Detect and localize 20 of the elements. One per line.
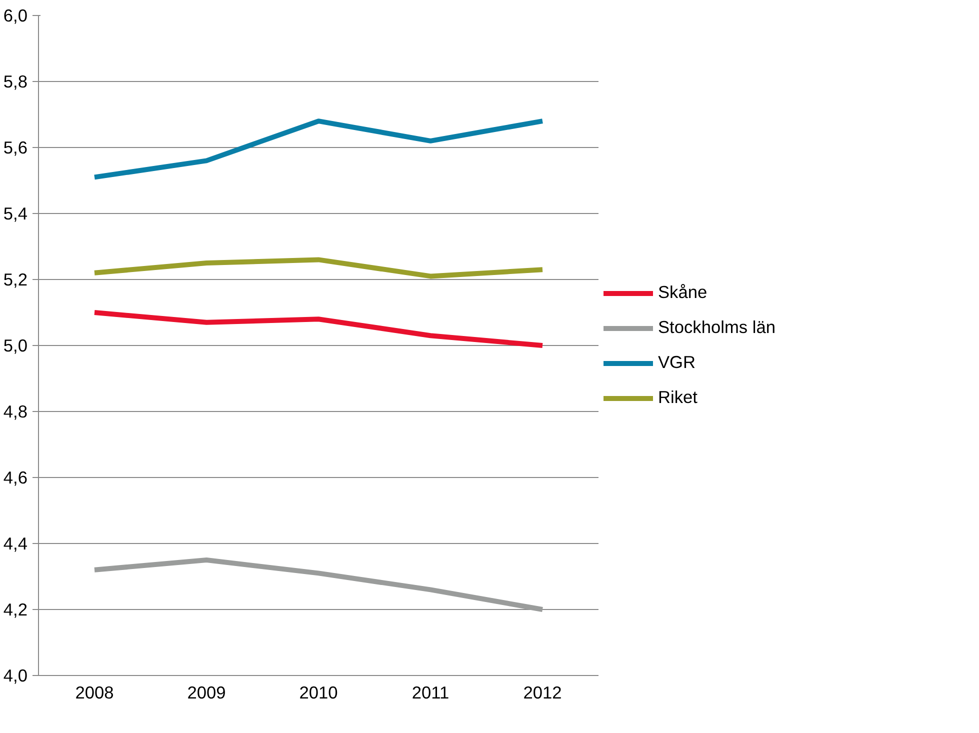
y-tick-label: 5,6	[3, 138, 28, 158]
y-tick-label: 4,4	[3, 534, 28, 554]
y-tick-label: 4,0	[3, 666, 28, 686]
x-tick-label: 2010	[299, 682, 338, 702]
y-tick-label: 5,4	[3, 204, 28, 224]
x-tick-label: 2011	[412, 682, 450, 702]
y-tick-label: 5,8	[3, 72, 28, 92]
x-tick-label: 2012	[523, 682, 562, 702]
legend-label: Stockholms län	[658, 317, 776, 338]
y-tick-label: 4,8	[3, 402, 28, 422]
x-tick-label: 2008	[75, 682, 114, 702]
legend-label: VGR	[658, 352, 696, 373]
x-tick-label: 2009	[187, 682, 226, 702]
y-tick-label: 6,0	[3, 6, 28, 26]
legend-label: Skåne	[658, 282, 708, 303]
y-tick-label: 5,2	[3, 270, 28, 290]
y-tick-label: 4,6	[3, 468, 28, 488]
y-tick-label: 5,0	[3, 336, 28, 356]
legend-label: Riket	[658, 387, 698, 408]
y-tick-label: 4,2	[3, 600, 28, 620]
